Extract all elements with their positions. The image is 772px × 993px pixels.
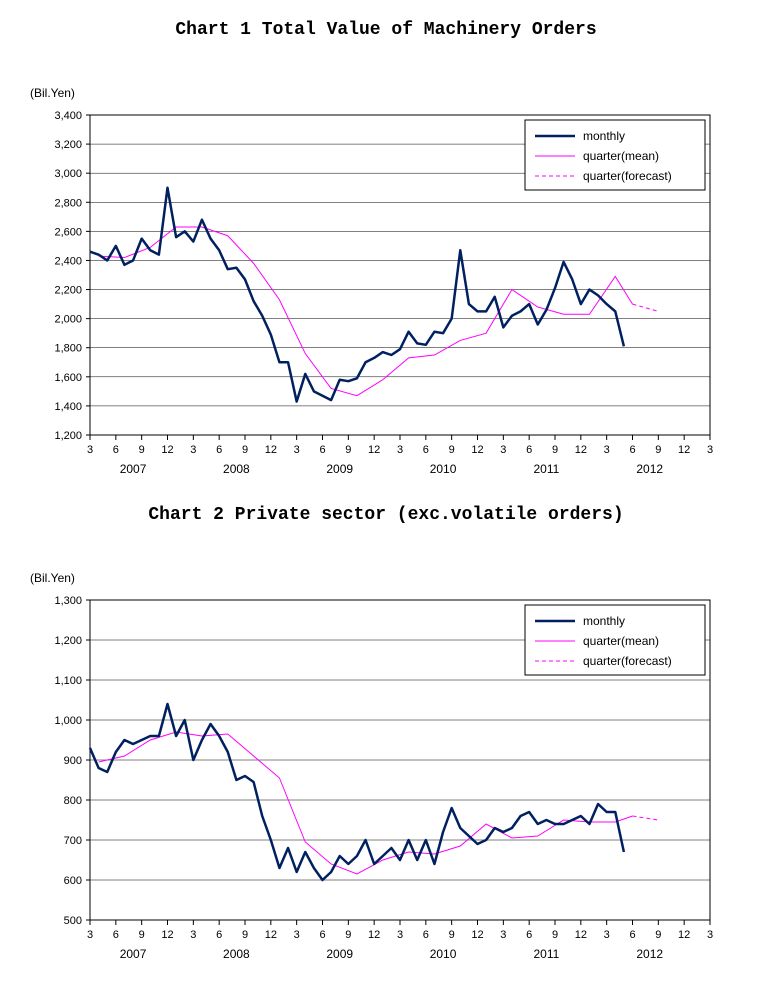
- svg-text:quarter(mean): quarter(mean): [583, 634, 659, 648]
- svg-text:12: 12: [471, 444, 483, 456]
- svg-text:3: 3: [397, 444, 403, 456]
- svg-text:9: 9: [552, 929, 558, 941]
- svg-text:2,600: 2,600: [54, 226, 82, 238]
- svg-text:6: 6: [526, 444, 532, 456]
- svg-text:3,200: 3,200: [54, 139, 82, 151]
- svg-text:9: 9: [345, 444, 351, 456]
- svg-text:1,400: 1,400: [54, 401, 82, 413]
- svg-text:6: 6: [423, 444, 429, 456]
- svg-text:(Bil.Yen): (Bil.Yen): [30, 571, 75, 585]
- svg-text:3: 3: [500, 444, 506, 456]
- svg-text:6: 6: [216, 929, 222, 941]
- svg-text:2008: 2008: [223, 462, 250, 476]
- svg-text:2,000: 2,000: [54, 314, 82, 326]
- svg-text:2010: 2010: [430, 947, 457, 961]
- svg-text:12: 12: [575, 444, 587, 456]
- svg-text:3: 3: [294, 929, 300, 941]
- svg-text:1,300: 1,300: [54, 595, 82, 607]
- svg-text:9: 9: [139, 929, 145, 941]
- svg-text:500: 500: [64, 915, 82, 927]
- svg-text:monthly: monthly: [583, 614, 625, 628]
- svg-text:2,200: 2,200: [54, 285, 82, 297]
- svg-text:6: 6: [629, 444, 635, 456]
- svg-text:600: 600: [64, 875, 82, 887]
- svg-text:3: 3: [87, 929, 93, 941]
- svg-text:6: 6: [113, 444, 119, 456]
- svg-text:12: 12: [368, 444, 380, 456]
- svg-text:3: 3: [604, 929, 610, 941]
- svg-text:3: 3: [397, 929, 403, 941]
- svg-text:6: 6: [319, 444, 325, 456]
- chart-1-container: Chart 1 Total Value of Machinery Orders …: [0, 20, 772, 485]
- svg-text:6: 6: [423, 929, 429, 941]
- svg-text:2008: 2008: [223, 947, 250, 961]
- svg-text:12: 12: [161, 929, 173, 941]
- svg-text:quarter(forecast): quarter(forecast): [583, 654, 672, 668]
- svg-text:2,800: 2,800: [54, 197, 82, 209]
- svg-text:3: 3: [87, 444, 93, 456]
- chart-1-svg: (Bil.Yen) 1,200 1,400 1,600 1,800 2,000 2,200 2…: [0, 55, 772, 485]
- svg-text:9: 9: [242, 444, 248, 456]
- svg-text:3: 3: [190, 444, 196, 456]
- svg-text:1,800: 1,800: [54, 343, 82, 355]
- svg-text:12: 12: [471, 929, 483, 941]
- svg-text:12: 12: [575, 929, 587, 941]
- svg-text:900: 900: [64, 755, 82, 767]
- svg-text:2012: 2012: [636, 462, 663, 476]
- chart-2-svg: (Bil.Yen) 500 600 700 800 900 1,000 1,100 1,200 1…: [0, 540, 772, 970]
- chart-2-container: Chart 2 Private sector (exc.volatile ord…: [0, 505, 772, 970]
- svg-text:2007: 2007: [120, 462, 147, 476]
- chart-1-title: Chart 1 Total Value of Machinery Orders: [0, 20, 772, 40]
- svg-text:9: 9: [655, 929, 661, 941]
- svg-text:2012: 2012: [636, 947, 663, 961]
- svg-text:2010: 2010: [430, 462, 457, 476]
- svg-text:12: 12: [265, 444, 277, 456]
- svg-text:2011: 2011: [533, 947, 559, 961]
- svg-text:2009: 2009: [326, 462, 353, 476]
- svg-text:6: 6: [629, 929, 635, 941]
- svg-text:12: 12: [265, 929, 277, 941]
- svg-text:12: 12: [161, 444, 173, 456]
- svg-text:monthly: monthly: [583, 129, 625, 143]
- svg-text:2,400: 2,400: [54, 255, 82, 267]
- svg-text:700: 700: [64, 835, 82, 847]
- svg-text:6: 6: [113, 929, 119, 941]
- svg-text:quarter(forecast): quarter(forecast): [583, 169, 672, 183]
- svg-text:1,100: 1,100: [54, 675, 82, 687]
- svg-text:3: 3: [294, 444, 300, 456]
- svg-text:9: 9: [242, 929, 248, 941]
- svg-text:6: 6: [216, 444, 222, 456]
- svg-text:12: 12: [678, 929, 690, 941]
- svg-text:3: 3: [707, 929, 713, 941]
- svg-text:3,000: 3,000: [54, 168, 82, 180]
- svg-text:1,200: 1,200: [54, 635, 82, 647]
- svg-text:1,200: 1,200: [54, 430, 82, 442]
- svg-text:12: 12: [678, 444, 690, 456]
- svg-text:3: 3: [707, 444, 713, 456]
- svg-text:1,600: 1,600: [54, 372, 82, 384]
- svg-text:2009: 2009: [326, 947, 353, 961]
- svg-text:3,400: 3,400: [54, 110, 82, 122]
- svg-text:(Bil.Yen): (Bil.Yen): [30, 86, 75, 100]
- svg-text:800: 800: [64, 795, 82, 807]
- svg-text:12: 12: [368, 929, 380, 941]
- svg-text:6: 6: [319, 929, 325, 941]
- svg-text:2007: 2007: [120, 947, 147, 961]
- svg-text:9: 9: [345, 929, 351, 941]
- svg-text:1,000: 1,000: [54, 715, 82, 727]
- svg-text:3: 3: [500, 929, 506, 941]
- svg-text:3: 3: [190, 929, 196, 941]
- svg-text:9: 9: [449, 929, 455, 941]
- svg-text:9: 9: [139, 444, 145, 456]
- svg-text:9: 9: [655, 444, 661, 456]
- svg-text:9: 9: [552, 444, 558, 456]
- svg-text:6: 6: [526, 929, 532, 941]
- svg-text:9: 9: [449, 444, 455, 456]
- svg-text:quarter(mean): quarter(mean): [583, 149, 659, 163]
- svg-text:2011: 2011: [533, 462, 559, 476]
- svg-text:3: 3: [604, 444, 610, 456]
- chart-2-title: Chart 2 Private sector (exc.volatile ord…: [0, 505, 772, 525]
